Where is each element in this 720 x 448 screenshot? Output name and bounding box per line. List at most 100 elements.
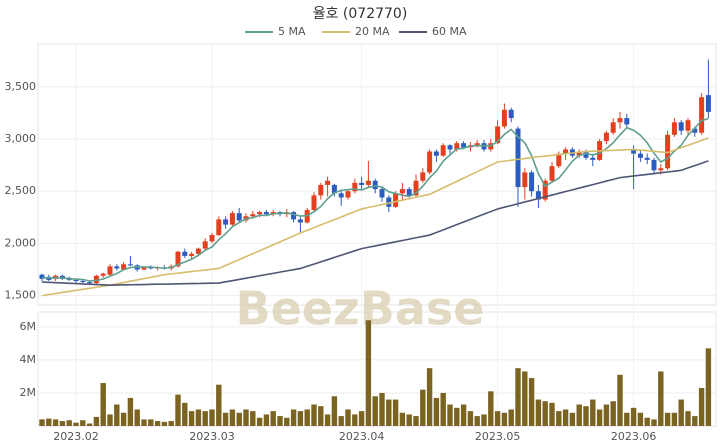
candle-body [420,172,426,181]
volume-bar [243,409,249,426]
candle-body [508,109,514,119]
candle-body [583,151,589,158]
candle-body [209,235,215,242]
candle-body [454,143,460,150]
candle-body [576,151,582,156]
volume-bar [528,378,535,426]
x-tick-label: 2023.05 [475,430,521,443]
volume-bar [216,384,222,426]
volume-bar [365,320,372,426]
candle-body [182,251,188,256]
volume-bar [698,388,705,426]
candle-body [93,275,99,284]
y-tick-label: 3,500 [5,80,37,93]
candle-body [39,274,45,279]
candle-body [87,282,93,284]
candle-body [359,182,365,185]
volume-bar [39,419,45,426]
volume-bar [420,389,426,426]
candle-body [148,267,154,269]
volume-bar [270,411,276,426]
candle-body [495,126,501,144]
y-tick-label: 3,000 [5,132,37,145]
volume-bar [107,414,113,426]
volume-bar [692,416,698,426]
candle-body [617,118,623,123]
y-tick-label: 2M [20,386,37,399]
ma-line [42,117,709,282]
volume-bar [175,394,181,426]
candle-body [297,219,303,223]
volume-bar [413,416,419,426]
candle-body [100,273,106,276]
candle-body [692,128,698,133]
candle-body [549,166,555,181]
volume-bar [66,420,72,426]
candle-body [440,145,446,156]
volume-bar [671,412,678,426]
volume-bar [610,401,616,426]
candle-body [331,184,337,194]
candle-body [610,122,616,133]
volume-bar [501,412,508,426]
volume-bar [685,411,691,426]
candle-body [474,143,480,146]
candle-body [121,264,127,270]
volume-bar [583,406,589,426]
candle-body [338,193,344,198]
candle-body [535,191,541,200]
candle-body [631,149,637,154]
volume-bar [556,411,562,426]
candle-body [699,97,705,133]
volume-bar [52,419,59,426]
volume-bar [515,368,521,426]
volume-bar [229,409,236,426]
candle-body [563,149,569,154]
volume-bar [46,418,52,426]
volume-bar [352,414,358,426]
volume-bar [494,411,501,426]
candle-body [291,212,297,220]
volume-bar [114,404,120,426]
candle-body [257,212,263,215]
candle-body [556,153,562,167]
volume-bar [488,391,494,426]
volume-bar [182,402,188,426]
volume-bar [678,399,684,426]
volume-bar [59,421,66,426]
volume-bar [324,414,331,426]
volume-bar [474,416,480,426]
volume-bar [100,383,106,426]
candle-body [80,280,86,283]
candle-body [705,95,711,112]
candle-body [325,180,331,185]
candle-body [311,195,317,210]
volume-bar [86,423,93,426]
candle-body [529,172,535,192]
volume-bar [120,412,127,426]
watermark: BeezBase [236,282,485,336]
volume-bar [222,412,229,426]
volume-bar [379,392,385,426]
volume-bar [705,348,712,426]
y-tick-label: 2,500 [5,184,37,197]
volume-bar [386,399,392,426]
candle-body [637,153,643,158]
volume-bar [209,409,215,426]
candle-body [352,182,358,192]
volume-bar [658,371,664,426]
volume-bar [250,411,256,426]
volume-bar [73,422,79,426]
volume-bar [664,412,671,426]
candle-body [202,241,208,249]
volume-bar [596,409,603,426]
volume-bar [297,411,304,426]
candle-body [263,212,269,215]
candle-body [318,184,324,196]
y-tick-label: 2,000 [5,236,37,249]
volume-bar [331,396,338,426]
volume-bar [542,401,548,426]
volume-bar [508,409,514,426]
candle-body [141,267,147,270]
volume-bar [304,409,310,426]
